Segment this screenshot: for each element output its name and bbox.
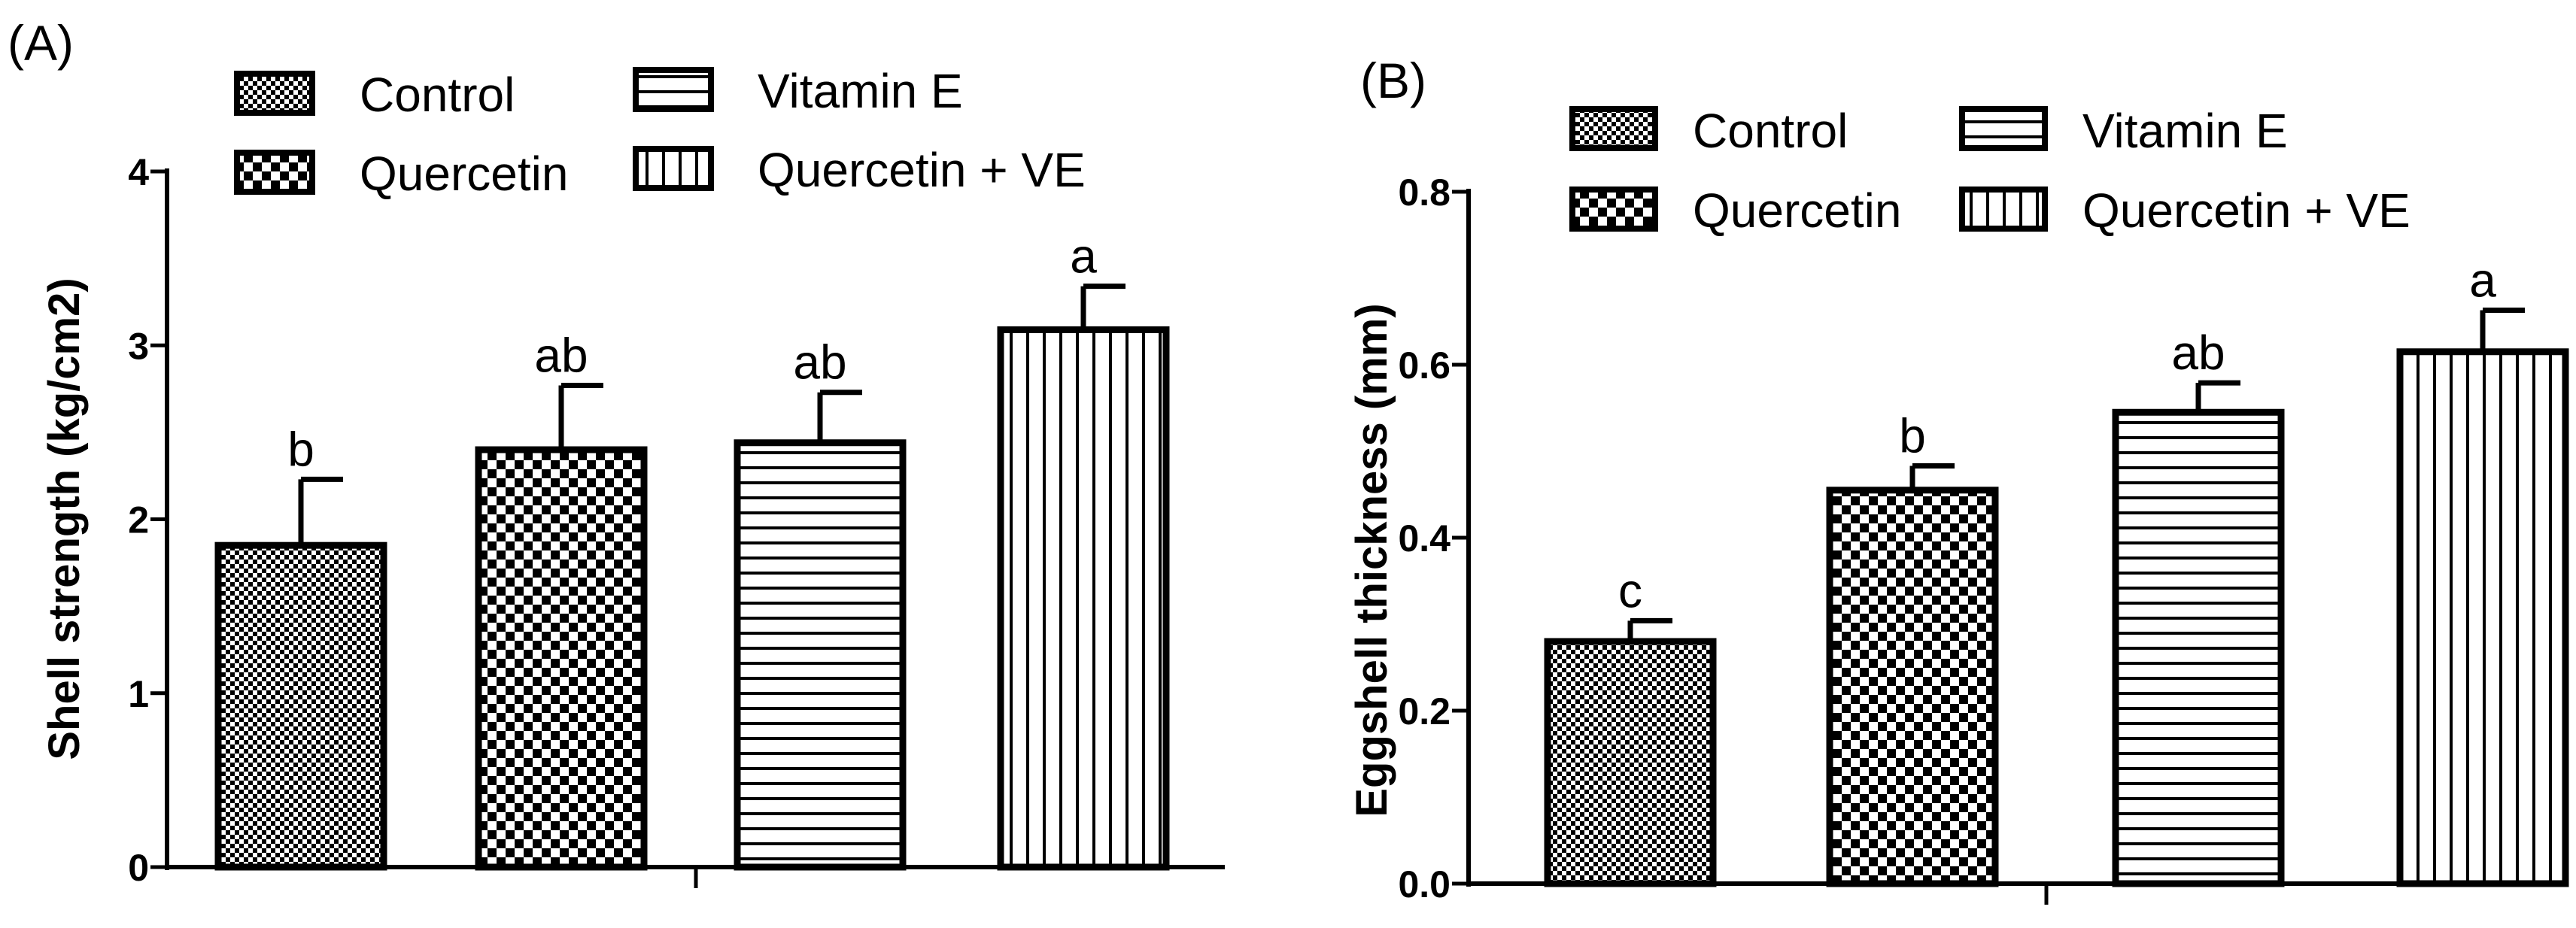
legend-item-vitamin-e: Vitamin E bbox=[1959, 104, 2288, 158]
legend-swatch bbox=[1569, 187, 1658, 232]
significance-letter: ab bbox=[534, 328, 588, 382]
legend-item-vitamin-e: Vitamin E bbox=[633, 64, 963, 118]
legend-swatch bbox=[234, 71, 315, 116]
bar-quercetin bbox=[1826, 487, 1999, 887]
bar-vitamin-e bbox=[2112, 408, 2285, 887]
y-axis-title: Eggshell thickness (mm) bbox=[1347, 303, 1396, 817]
legend-label: Quercetin + VE bbox=[758, 143, 1086, 197]
y-tick-label: 0.0 bbox=[1398, 863, 1451, 905]
bar-control bbox=[214, 541, 387, 871]
bar-vitamin-e bbox=[734, 439, 907, 871]
legend-label: Control bbox=[1693, 104, 1848, 158]
y-tick-label: 1 bbox=[128, 673, 149, 715]
significance-letter: a bbox=[2469, 253, 2496, 308]
bar-quercetin bbox=[475, 446, 648, 871]
significance-letter: a bbox=[1070, 229, 1097, 284]
legend-swatch bbox=[633, 67, 714, 112]
legend-label: Quercetin + VE bbox=[2082, 183, 2410, 238]
significance-letter: c bbox=[1618, 563, 1642, 617]
legend-item-control: Control bbox=[1569, 104, 1848, 158]
y-tick-label: 0 bbox=[128, 847, 149, 889]
y-axis-title: Shell strength (kg/cm2) bbox=[40, 277, 89, 760]
legend-swatch bbox=[234, 150, 315, 195]
panel-label: (A) bbox=[8, 15, 74, 71]
legend-item-quercetin-ve: Quercetin + VE bbox=[1959, 183, 2410, 238]
legend-item-quercetin-ve: Quercetin + VE bbox=[633, 143, 1086, 197]
legend-label: Control bbox=[360, 68, 515, 122]
chart-panel-a: (A) Shell strength (kg/cm2) Control Quer… bbox=[8, 15, 1225, 889]
legend-item-quercetin: Quercetin bbox=[1569, 183, 1901, 238]
legend: Control Quercetin Vitamin E Quercetin + … bbox=[1569, 104, 2410, 238]
bar-quercetin-ve bbox=[2396, 348, 2569, 887]
chart-panel-b: (B) Eggshell thickness (mm) Control Quer… bbox=[1347, 53, 2569, 905]
legend-swatch bbox=[1959, 187, 2048, 232]
y-tick-label: 0.2 bbox=[1398, 690, 1451, 732]
legend-swatch bbox=[1959, 106, 2048, 151]
y-tick-label: 0.4 bbox=[1398, 517, 1451, 560]
y-tick-label: 3 bbox=[128, 325, 149, 367]
significance-letter: ab bbox=[2171, 326, 2225, 380]
legend-label: Quercetin bbox=[360, 147, 568, 201]
legend-label: Quercetin bbox=[1693, 183, 1901, 238]
bar-quercetin-ve bbox=[997, 326, 1170, 871]
panel-label: (B) bbox=[1360, 53, 1426, 108]
legend: Control Quercetin Vitamin E Quercetin + … bbox=[234, 64, 1086, 201]
significance-letter: ab bbox=[793, 335, 846, 390]
y-tick-label: 0.8 bbox=[1398, 171, 1451, 214]
legend-item-quercetin: Quercetin bbox=[234, 147, 568, 201]
legend-item-control: Control bbox=[234, 68, 515, 122]
legend-swatch bbox=[1569, 106, 1658, 151]
legend-label: Vitamin E bbox=[2082, 104, 2288, 158]
legend-label: Vitamin E bbox=[758, 64, 963, 118]
y-tick-label: 2 bbox=[128, 499, 149, 541]
legend-swatch bbox=[633, 146, 714, 191]
significance-letter: b bbox=[287, 422, 314, 476]
y-tick-label: 4 bbox=[128, 151, 149, 193]
plot-area: 0 1 2 3 4 b ab ab a bbox=[128, 151, 1225, 889]
y-tick-label: 0.6 bbox=[1398, 344, 1451, 387]
bar-control bbox=[1544, 638, 1717, 887]
plot-area: 0.0 0.2 0.4 0.6 0.8 c b ab a bbox=[1398, 171, 2569, 905]
significance-letter: b bbox=[1899, 409, 1926, 463]
